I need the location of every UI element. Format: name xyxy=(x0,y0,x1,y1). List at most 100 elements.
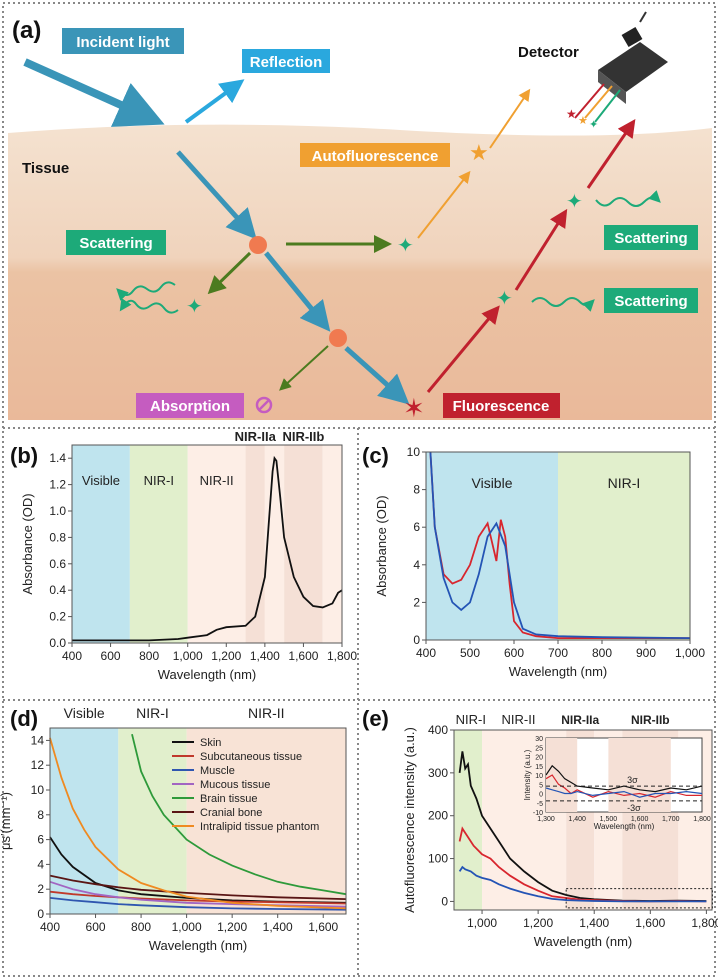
legend-entry: Brain tissue xyxy=(200,793,257,805)
x-tick-label: 900 xyxy=(636,646,656,660)
region-label: NIR-I xyxy=(136,705,169,721)
region-band xyxy=(72,445,130,643)
y-tick-label: 0.0 xyxy=(49,636,66,650)
x-axis-label: Wavelength (nm) xyxy=(509,664,608,679)
x-tick-label: 500 xyxy=(460,646,480,660)
series-line xyxy=(49,874,347,900)
scattering-label-right-2: Scattering xyxy=(614,293,687,310)
y-tick-label: 0.6 xyxy=(49,557,66,571)
chart-c: 400 500 600 700 800 900 1,000 0 2 4 6 8 10 Wavelength… xyxy=(374,445,705,679)
x-tick-label: 1,600 xyxy=(308,920,338,934)
series-line xyxy=(429,451,691,639)
legend-entry: Cranial bone xyxy=(200,807,262,819)
x-tick-label: 1,600 xyxy=(288,649,318,663)
x-tick-label: 1,600 xyxy=(635,916,665,930)
x-tick-label: 600 xyxy=(504,646,524,660)
fluorescence-box xyxy=(443,393,560,418)
region-label: Visible xyxy=(472,475,513,491)
inset-y-tick-label: 15 xyxy=(535,764,543,771)
inset-x-tick-label: 1,500 xyxy=(600,816,618,823)
y-tick-label: 10 xyxy=(31,783,45,797)
incident-arrow xyxy=(23,58,165,127)
x-tick-label: 400 xyxy=(40,920,60,934)
inset-x-tick-label: 1,700 xyxy=(662,816,680,823)
inset-series-line xyxy=(545,787,703,798)
panel-d-label: (d) xyxy=(10,706,38,731)
inset-y-label: Intensity (a.u.) xyxy=(523,749,532,800)
region-band xyxy=(284,445,323,643)
region-band xyxy=(118,728,187,914)
series-line xyxy=(49,897,347,911)
x-tick-label: 1,800 xyxy=(691,916,718,930)
region-label: NIR-II xyxy=(248,705,285,721)
scattering-box-right-2 xyxy=(604,288,698,313)
y-tick-label: 200 xyxy=(428,809,448,823)
plot-frame xyxy=(49,727,347,915)
chart-e: 1,0001,2001,4001,6001,8000100200300400Wa… xyxy=(402,712,718,949)
y-tick-label: 2 xyxy=(37,882,44,896)
x-tick-label: 1,200 xyxy=(217,920,247,934)
y-tick-label: 6 xyxy=(413,520,420,534)
plot-frame xyxy=(71,444,343,644)
x-tick-label: 1,400 xyxy=(250,649,280,663)
region-label: NIR-II xyxy=(502,712,536,727)
x-tick-label: 800 xyxy=(139,649,159,663)
y-tick-label: 10 xyxy=(407,445,421,459)
region-band xyxy=(129,445,188,643)
inset-region-box xyxy=(565,888,713,909)
region-label: NIR-I xyxy=(144,473,174,488)
region-label: NIR-IIb xyxy=(282,429,324,444)
y-tick-label: 8 xyxy=(37,808,44,822)
series-line xyxy=(49,890,347,905)
y-tick-label: 8 xyxy=(413,483,420,497)
chart-b: 400 600 800 1,000 1,200 1,400 1,600 1,800 0.0 0.2… xyxy=(20,429,357,682)
autofluorescence-box xyxy=(300,143,450,167)
inset-y-tick-label: -10 xyxy=(533,810,543,817)
tissue-label: Tissue xyxy=(22,160,69,177)
inset-chart: 3σ -3σ -10 -5 0 5 10 15 20 25 30 1,300 1,400 1,500 1,6… xyxy=(523,736,711,831)
x-axis-label: Wavelength (nm) xyxy=(534,934,633,949)
inset-y-tick-label: 5 xyxy=(539,782,543,789)
y-tick-label: 1.2 xyxy=(49,478,66,492)
region-band xyxy=(454,730,483,910)
y-tick-label: 12 xyxy=(31,758,45,772)
incident-light-label: Incident light xyxy=(76,34,169,51)
inset-y-tick-label: -5 xyxy=(537,801,543,808)
inset-y-tick-label: 25 xyxy=(535,745,543,752)
inset-region xyxy=(608,738,671,812)
sigma-label: 3σ xyxy=(627,775,638,785)
inset-x-tick-label: 1,800 xyxy=(693,816,711,823)
chart-d: 400 600 800 1,000 1,200 1,400 1,600 0 2 4 6 8 10 12 14… xyxy=(0,705,347,953)
x-tick-label: 1,200 xyxy=(211,649,241,663)
autofluor-star: ★ xyxy=(469,140,489,165)
fluorophore-1: ✦ xyxy=(397,235,414,257)
reflection-arrow xyxy=(184,79,245,124)
incident-light-box xyxy=(62,28,184,54)
inset-series-line xyxy=(545,764,703,793)
y-tick-label: 0 xyxy=(441,894,448,908)
absorb-particle xyxy=(329,329,347,347)
region-label: NIR-II xyxy=(200,473,234,488)
x-tick-label: 400 xyxy=(416,646,436,660)
y-tick-label: 100 xyxy=(428,852,448,866)
region-label: NIR-IIa xyxy=(235,429,277,444)
x-tick-label: 800 xyxy=(592,646,612,660)
inset-x-tick-label: 1,400 xyxy=(568,816,586,823)
y-tick-label: 0.8 xyxy=(49,530,66,544)
legend-entry: Muscle xyxy=(200,765,235,777)
x-tick-label: 600 xyxy=(86,920,106,934)
x-axis-label: Wavelength (nm) xyxy=(149,938,248,953)
series-line xyxy=(49,737,347,910)
inset-y-tick-label: 0 xyxy=(539,792,543,799)
plot-frame xyxy=(453,729,713,911)
region-label: NIR-I xyxy=(608,475,641,491)
y-tick-label: 1.4 xyxy=(49,451,66,465)
panel-b-label: (b) xyxy=(10,443,38,468)
fluor-star: ✶ xyxy=(403,393,425,423)
fluorophore-3: ✦ xyxy=(496,288,513,310)
scatter-particle xyxy=(249,236,267,254)
x-tick-label: 400 xyxy=(62,649,82,663)
y-tick-label: 14 xyxy=(31,733,45,747)
panel-a-label: (a) xyxy=(12,17,41,44)
